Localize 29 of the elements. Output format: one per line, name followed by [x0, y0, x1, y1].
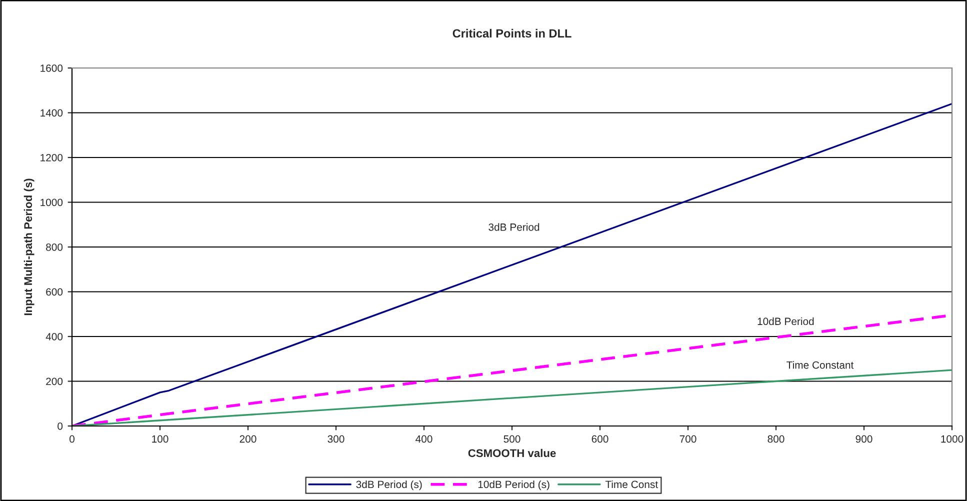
x-tick-label: 1000	[941, 435, 964, 443]
x-axis-title: CSMOOTH value	[468, 448, 556, 458]
y-tick-label: 0	[58, 422, 63, 430]
y-axis-title: Input Multi-path Period (s)	[24, 178, 34, 316]
x-tick-label: 700	[680, 435, 696, 443]
y-tick-label: 1000	[40, 198, 63, 206]
legend-label: 10dB Period (s)	[478, 480, 550, 490]
x-tick-label: 800	[768, 435, 784, 443]
y-tick-label: 1200	[40, 154, 63, 162]
legend-label: Time Const	[605, 480, 658, 488]
legend-label: 3dB Period (s)	[356, 480, 422, 490]
annotation: 10dB Period	[758, 317, 814, 326]
y-tick-label: 1400	[40, 109, 63, 117]
y-tick-label: 1600	[40, 64, 63, 72]
y-tick-label: 200	[46, 378, 63, 386]
y-tick-label: 600	[46, 288, 63, 296]
x-tick-label: 200	[240, 435, 256, 443]
y-tick-label: 400	[46, 333, 63, 340]
x-tick-label: 600	[592, 435, 608, 443]
x-tick-label: 0	[70, 435, 74, 443]
annotation: 3dB Period	[488, 223, 540, 231]
y-tick-label: 800	[46, 244, 63, 251]
x-tick-label: 500	[504, 435, 520, 443]
x-tick-label: 400	[416, 435, 432, 443]
chart-title: Critical Points in DLL	[452, 28, 572, 38]
annotation: Time Constant	[786, 361, 854, 369]
x-tick-label: 300	[328, 435, 344, 443]
x-tick-label: 100	[152, 435, 168, 443]
x-tick-label: 900	[856, 435, 872, 443]
